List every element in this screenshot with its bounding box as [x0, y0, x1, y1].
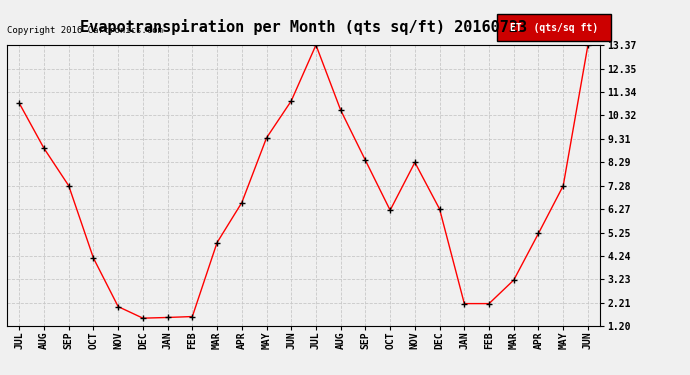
Text: ET  (qts/sq ft): ET (qts/sq ft): [510, 23, 598, 33]
Text: Copyright 2016 Cartronics.com: Copyright 2016 Cartronics.com: [7, 26, 163, 35]
Text: Evapotranspiration per Month (qts sq/ft) 20160723: Evapotranspiration per Month (qts sq/ft)…: [80, 19, 527, 35]
